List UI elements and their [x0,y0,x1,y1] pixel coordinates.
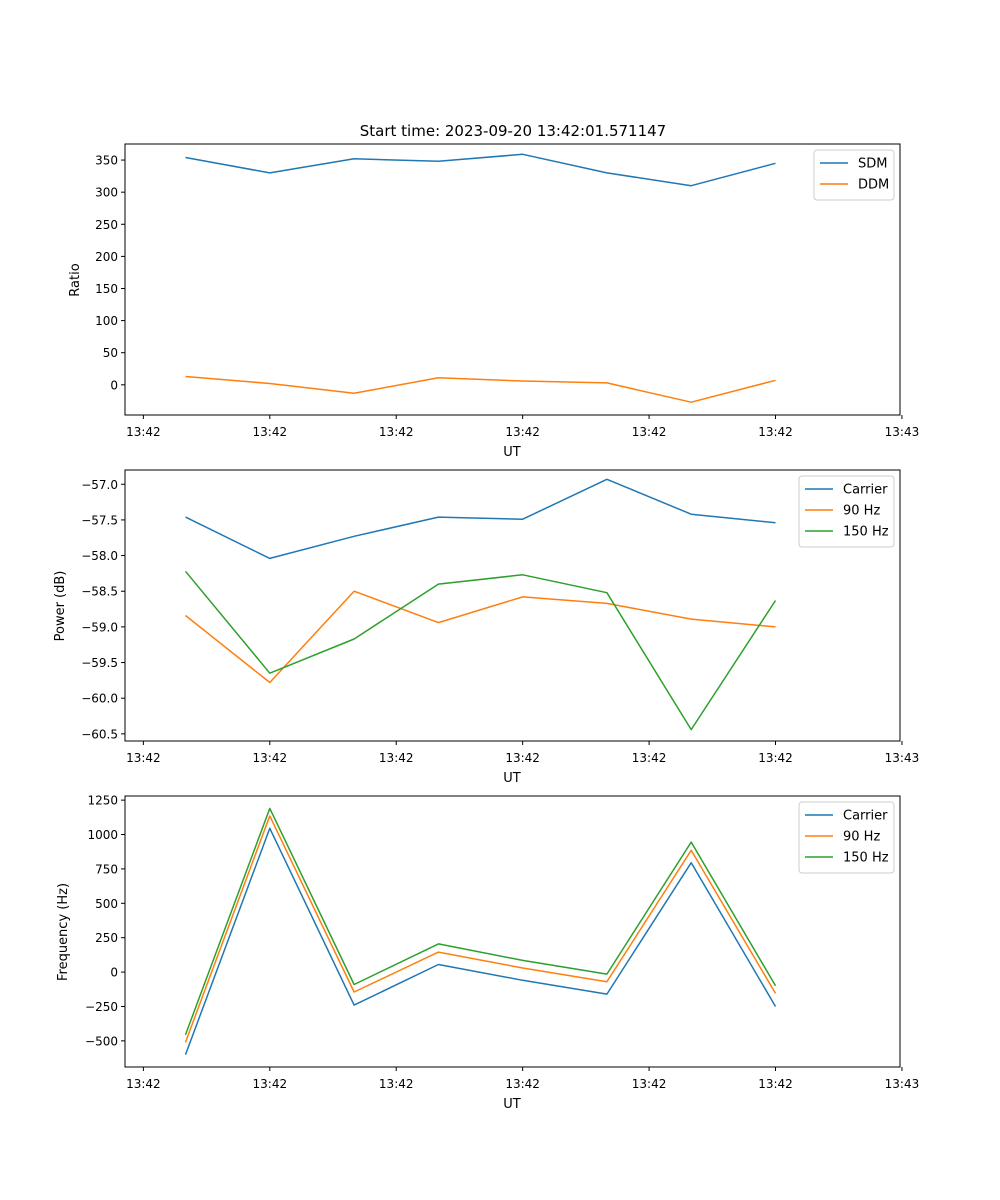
ratio-y-tick-label: 200 [95,250,118,264]
frequency-y-ticks: −500 −250 0 250 500 750 1000 1250 [85,794,125,1048]
frequency-legend-label: Carrier [843,809,888,824]
ratio-series-line-0 [185,153,776,187]
power-legend-label: 150 Hz [843,525,889,540]
ratio-series-line-1 [185,375,776,403]
power-series-line-2 [184,570,777,731]
ratio-legend-label: SDM [858,157,887,172]
frequency-x-tick-label: 13:42 [505,1077,540,1091]
frequency-y-tick-label: 500 [95,897,118,911]
power-y-tick-label: −60.5 [81,727,118,741]
power-y-tick-label: −60.0 [81,692,118,706]
ratio-y-tick-label: 250 [95,218,118,232]
ratio-x-axis-label: UT [503,445,521,460]
frequency-x-tick-label: 13:42 [253,1077,288,1091]
power-legend-box [798,475,895,548]
frequency-x-tick-label: 13:42 [379,1077,414,1091]
ratio-y-tick-label: 50 [103,346,118,360]
ratio-y-tick-label: 0 [110,378,118,392]
power-y-tick-label: −57.0 [81,478,118,492]
frequency-x-tick-label: 13:42 [126,1077,161,1091]
power-lines [184,478,777,731]
frequency-legend-box [798,801,895,874]
frequency-y-tick-label: 750 [95,862,118,876]
frequency-x-axis-label: UT [503,1097,521,1112]
ratio-x-tick-label: 13:42 [758,425,793,439]
power-x-tick-label: 13:42 [632,751,667,765]
power-legend-label: 90 Hz [843,504,880,519]
ratio-x-tick-label: 13:42 [505,425,540,439]
ratio-lines [185,153,776,403]
power-y-ticks: −57.0 −57.5 −58.0 −58.5 −59.0 −59.5 −60.0 −60.5 [81,478,125,741]
frequency-lines [184,807,777,1055]
ratio-legend: SDM DDM [813,149,895,201]
frequency-legend-label: 150 Hz [843,851,889,866]
frequency-y-tick-label: 250 [95,931,118,945]
frequency-series-line-2 [184,807,777,1035]
ratio-y-axis-label: Ratio [68,263,83,296]
frequency-y-tick-label: 1000 [87,828,118,842]
power-y-tick-label: −59.5 [81,656,118,670]
frequency-series-line-1 [184,815,777,1043]
power-x-tick-label: 13:42 [379,751,414,765]
power-axes-frame [124,469,901,742]
figure-title: Start time: 2023-09-20 13:42:01.571147 [360,122,666,140]
power-x-tick-label: 13:42 [505,751,540,765]
ratio-legend-label: DDM [858,178,889,193]
ratio-y-tick-label: 350 [95,154,118,168]
frequency-y-axis-label: Frequency (Hz) [56,883,71,981]
power-x-tick-label: 13:42 [253,751,288,765]
ratio-x-tick-label: 13:42 [253,425,288,439]
ratio-x-ticks: 13:42 13:42 13:42 13:42 13:42 13:42 13:43 [126,415,919,439]
power-legend: Carrier 90 Hz 150 Hz [798,475,895,548]
ratio-x-tick-label: 13:42 [126,425,161,439]
ratio-y-tick-label: 300 [95,186,118,200]
power-x-ticks: 13:42 13:42 13:42 13:42 13:42 13:42 13:43 [126,741,919,765]
frequency-x-ticks: 13:42 13:42 13:42 13:42 13:42 13:42 13:43 [126,1067,919,1091]
frequency-y-tick-label: −500 [85,1034,118,1048]
frequency-x-tick-label: 13:43 [885,1077,920,1091]
power-x-tick-label: 13:42 [126,751,161,765]
power-series-line-0 [185,478,776,560]
power-x-tick-label: 13:43 [885,751,920,765]
power-x-axis-label: UT [503,771,521,786]
power-y-tick-label: −58.5 [81,585,118,599]
power-y-tick-label: −57.5 [81,513,118,527]
ratio-y-tick-label: 100 [95,314,118,328]
power-y-axis-label: Power (dB) [53,571,68,642]
power-y-tick-label: −59.0 [81,620,118,634]
power-x-tick-label: 13:42 [758,751,793,765]
power-y-tick-label: −58.0 [81,549,118,563]
ratio-x-tick-label: 13:42 [379,425,414,439]
ratio-x-tick-label: 13:43 [885,425,920,439]
frequency-x-tick-label: 13:42 [758,1077,793,1091]
frequency-y-tick-label: 0 [110,966,118,980]
ratio-y-tick-label: 150 [95,282,118,296]
ratio-axes-frame [124,143,901,416]
power-legend-label: Carrier [843,483,888,498]
frequency-legend: Carrier 90 Hz 150 Hz [798,801,895,874]
frequency-legend-label: 90 Hz [843,830,880,845]
frequency-series-line-0 [184,827,777,1055]
frequency-y-tick-label: −250 [85,1000,118,1014]
frequency-axes-frame [124,795,901,1068]
subplot-power: −57.0 −57.5 −58.0 −58.5 −59.0 −59.5 −60.0 −60.5… [53,469,919,786]
frequency-x-tick-label: 13:42 [632,1077,667,1091]
ratio-y-ticks: 0 50 100 150 200 250 300 350 [95,154,125,392]
frequency-y-tick-label: 1250 [87,794,118,808]
ratio-x-tick-label: 13:42 [632,425,667,439]
